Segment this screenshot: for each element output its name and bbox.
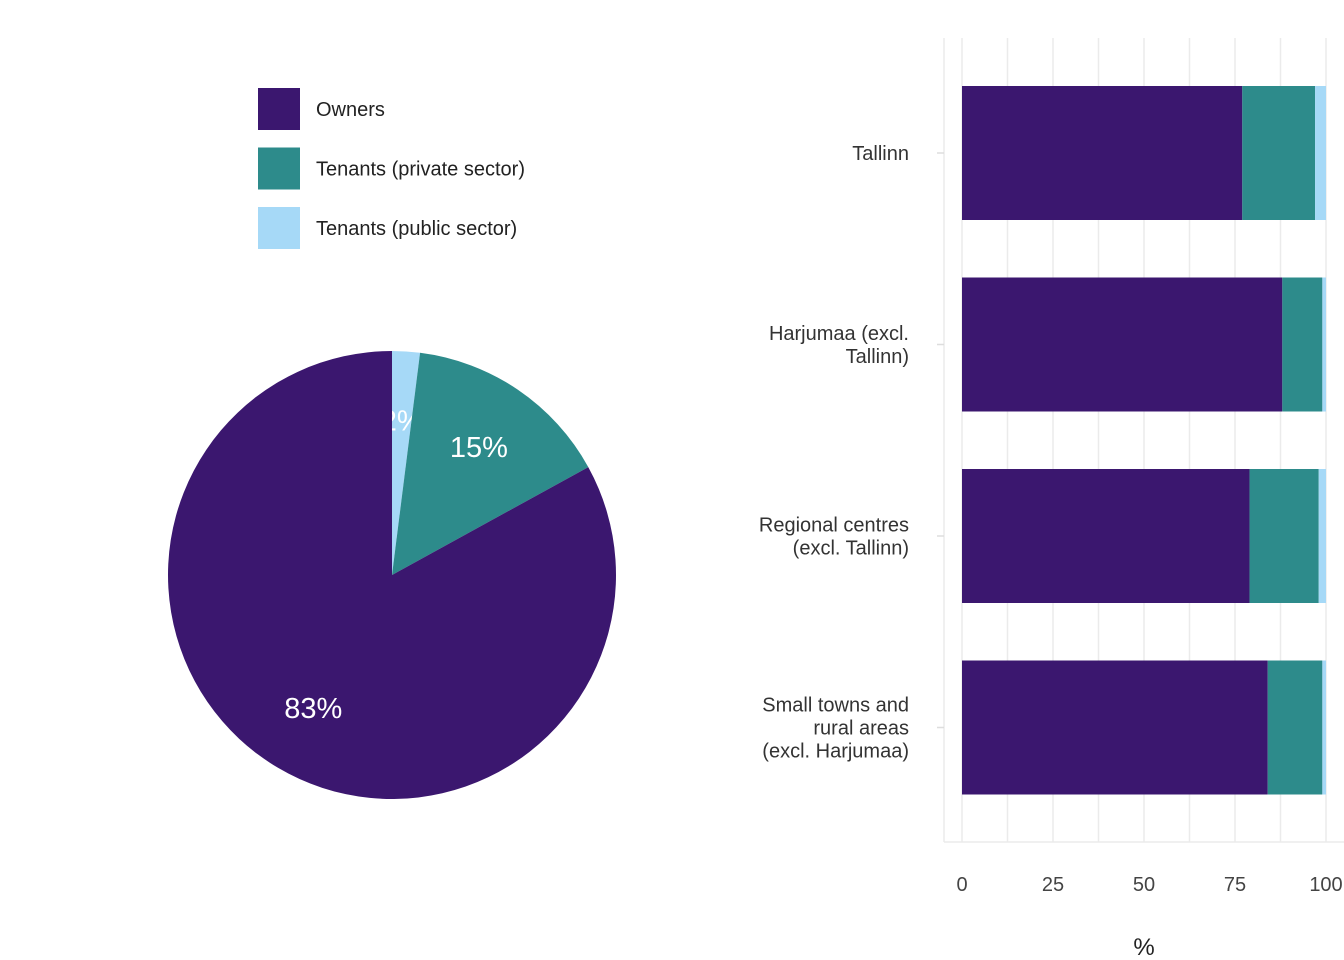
bar-owners-tallinn [962,86,1243,220]
bar-tenants-public-sector-small-towns-and-rural-areas-excl-harjumaa [1322,660,1326,795]
category-label-regional-centres-excl-tallinn: Regional centres [759,515,909,537]
pie-slice-tenants-public-sector [392,351,421,575]
legend-label-tenants-public-sector: Tenants (public sector) [316,218,517,240]
pie-chart: 2%15%83% [168,351,616,800]
legend-swatch-tenants-private-sector [258,147,300,190]
bar-owners-regional-centres-excl-tallinn [962,469,1250,603]
x-tick-labels: 0 25 50 75 100 [956,874,1342,896]
bar-owners-harjumaa-excl-tallinn [962,277,1283,412]
category-labels: Tallinn Harjumaa (excl.Tallinn) Regional c… [759,143,944,763]
bar-tenants-public-sector-harjumaa-excl-tallinn [1322,277,1326,412]
x-tick-label: 75 [1224,874,1246,896]
x-tick-label: 0 [956,874,967,896]
bar-tenants-private-sector-tallinn [1242,86,1316,220]
bar-owners-small-towns-and-rural-areas-excl-harjumaa [962,660,1268,795]
pie-label-tenants-private-sector: 15% [450,432,508,464]
category-label-regional-centres-excl-tallinn: (excl. Tallinn) [793,538,909,560]
legend-label-owners: Owners [316,99,385,121]
bar-chart: Tallinn Harjumaa (excl.Tallinn) Regional c… [759,38,1344,960]
x-tick-label: 25 [1042,874,1064,896]
category-label-harjumaa-excl-tallinn: Harjumaa (excl. [769,323,909,345]
category-label-small-towns-and-rural-areas-excl-harjumaa: (excl. Harjumaa) [762,741,909,763]
category-label-tallinn: Tallinn [852,143,909,165]
legend: Owners Tenants (private sector) Tenants (p… [258,88,525,249]
pie-slice-tenants-private-sector [392,352,589,575]
x-axis-title: % [1133,934,1154,960]
bar-tenants-private-sector-small-towns-and-rural-areas-excl-harjumaa [1267,660,1323,795]
x-tick-label: 50 [1133,874,1155,896]
pie-label-owners: 83% [284,693,342,725]
category-label-small-towns-and-rural-areas-excl-harjumaa: rural areas [813,718,909,740]
bar-tenants-private-sector-regional-centres-excl-tallinn [1249,469,1319,603]
bars [962,86,1326,795]
bar-tenants-public-sector-tallinn [1315,86,1326,220]
x-tick-label: 100 [1309,874,1342,896]
pie-slice-owners [168,351,616,800]
bar-tenants-public-sector-regional-centres-excl-tallinn [1318,469,1326,603]
legend-swatch-tenants-public-sector [258,207,300,249]
category-label-small-towns-and-rural-areas-excl-harjumaa: Small towns and [762,695,909,717]
category-label-harjumaa-excl-tallinn: Tallinn) [846,346,909,368]
legend-label-tenants-private-sector: Tenants (private sector) [316,159,525,181]
legend-swatch-owners [258,88,300,130]
bar-tenants-private-sector-harjumaa-excl-tallinn [1282,277,1323,412]
